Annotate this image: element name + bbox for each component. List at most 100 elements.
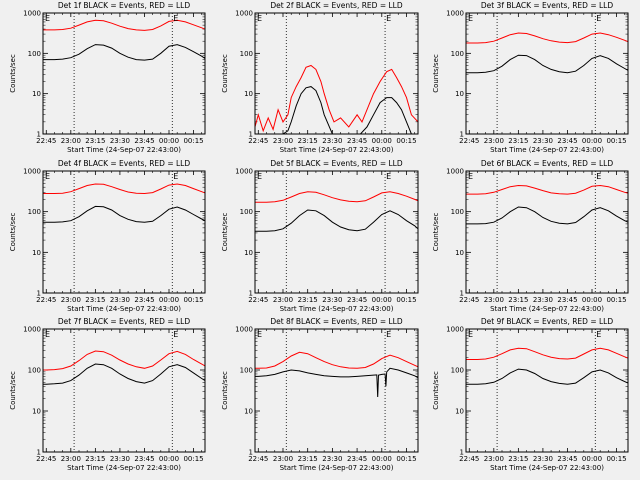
x-tick-label: 00:15 [606,137,626,145]
x-tick-label: 23:30 [533,137,553,145]
marker-label: E [173,330,178,339]
plot-frame [42,12,206,135]
marker-label: E [468,330,473,339]
y-tick-label: 1000 [235,168,253,176]
y-tick-label: 1000 [23,326,41,334]
series-line-events [43,363,205,385]
x-tick-label: 23:00 [61,137,81,145]
x-tick-label: 22:45 [36,296,56,304]
series-line-events [466,206,628,225]
y-tick-label: 1 [460,131,464,139]
y-tick-label: 10 [244,249,253,257]
panel-det-3: Det 3f BLACK = Events, RED = LLD 22:45 23:… [432,1,629,154]
y-tick-label: 10 [32,90,41,98]
x-tick-label: 22:45 [459,455,479,463]
y-tick-label: 1 [37,449,41,457]
x-tick-label: 23:45 [557,137,577,145]
x-tick-label: 00:00 [582,455,602,463]
x-tick-label: 22:45 [459,296,479,304]
series-line-events [466,54,628,74]
y-tick-label: 10 [244,408,253,416]
series-line-lld [466,184,628,195]
series-line-lld [466,32,628,44]
marker-label: E [386,14,391,23]
marker-label: E [173,14,178,23]
x-tick-label: 00:00 [159,137,179,145]
marker-label: E [257,330,262,339]
y-tick-label: 100 [240,367,253,375]
x-tick-label: 23:30 [533,455,553,463]
y-axis-label: Counts/sec [9,213,17,252]
x-tick-label: 00:15 [606,296,626,304]
x-axis-label: Start Time (24-Sep-07 22:43:00) [280,464,394,472]
x-tick-label: 23:00 [61,455,81,463]
y-tick-label: 1000 [23,10,41,18]
x-tick-label: 22:45 [248,455,268,463]
plot-frame [254,328,419,453]
plot-frame [42,328,206,453]
series-line-lld [466,347,628,360]
x-tick-label: 23:45 [134,137,154,145]
x-tick-label: 22:45 [248,296,268,304]
y-axis-label: Counts/sec [221,54,229,93]
x-tick-label: 22:45 [36,455,56,463]
marker-label: E [468,172,473,181]
x-tick-label: 23:00 [484,455,504,463]
panel-title: Det 2f BLACK = Events, RED = LLD [270,1,403,10]
y-tick-label: 100 [451,367,464,375]
x-tick-label: 23:45 [134,455,154,463]
series-line-lld [43,19,205,31]
series-line-events [466,368,628,385]
series-line-lld [255,351,418,369]
x-tick-label: 00:00 [372,455,392,463]
x-tick-label: 22:45 [248,137,268,145]
x-axis-label: Start Time (24-Sep-07 22:43:00) [280,305,394,313]
x-tick-label: 00:00 [582,296,602,304]
panel-det-9: Det 9f BLACK = Events, RED = LLD 22:45 23:… [432,317,629,472]
series-line-events [43,205,205,223]
y-tick-label: 1 [37,131,41,139]
panel-grid: Det 1f BLACK = Events, RED = LLD 22:45 23:… [9,1,629,472]
y-axis-label: Counts/sec [432,213,440,252]
marker-label: E [257,172,262,181]
x-tick-label: 23:15 [508,137,528,145]
x-axis-label: Start Time (24-Sep-07 22:43:00) [280,146,394,154]
series-line-lld [255,64,418,133]
marker-label: E [173,172,178,181]
panel-det-5: Det 5f BLACK = Events, RED = LLD 22:45 23:… [221,159,419,313]
x-tick-label: 23:00 [61,296,81,304]
panel-det-8: Det 8f BLACK = Events, RED = LLD 22:45 23:… [221,317,419,472]
series-line-events [255,86,418,134]
x-tick-label: 23:30 [110,296,130,304]
x-tick-label: 23:45 [557,455,577,463]
y-tick-label: 100 [28,208,41,216]
marker-label: E [386,330,391,339]
y-axis-label: Counts/sec [9,54,17,93]
marker-label: E [468,14,473,23]
y-tick-label: 1 [249,449,253,457]
y-axis-label: Counts/sec [221,213,229,252]
plot-frame [465,170,629,294]
x-tick-label: 23:15 [298,296,318,304]
y-tick-label: 1000 [235,326,253,334]
x-tick-label: 23:15 [508,296,528,304]
marker-label: E [596,172,601,181]
x-tick-label: 00:15 [183,296,203,304]
y-axis-label: Counts/sec [432,54,440,93]
plot-frame [254,170,419,294]
y-tick-label: 100 [451,208,464,216]
marker-label: E [596,14,601,23]
y-tick-label: 100 [28,50,41,58]
x-tick-label: 23:45 [134,296,154,304]
x-tick-label: 00:00 [372,296,392,304]
x-axis-label: Start Time (24-Sep-07 22:43:00) [490,146,604,154]
x-tick-label: 00:15 [396,296,416,304]
panel-title: Det 5f BLACK = Events, RED = LLD [270,159,403,168]
panel-title: Det 1f BLACK = Events, RED = LLD [58,1,191,10]
x-tick-label: 23:30 [322,137,342,145]
x-tick-label: 00:15 [183,137,203,145]
x-tick-label: 22:45 [459,137,479,145]
marker-label: E [386,172,391,181]
